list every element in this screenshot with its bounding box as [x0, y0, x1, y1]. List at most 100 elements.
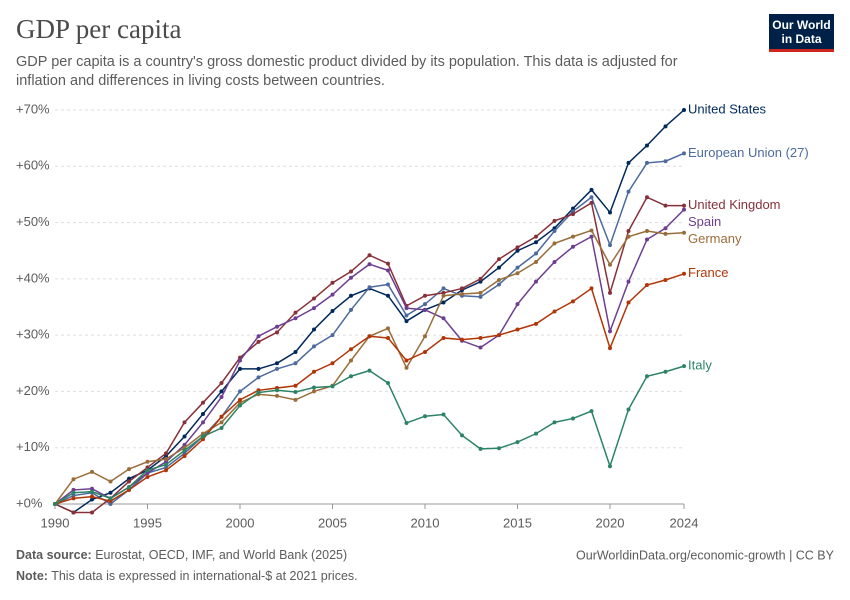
- data-point: [90, 494, 94, 499]
- data-point: [330, 292, 335, 297]
- data-point: [164, 462, 168, 467]
- x-tick-label: 2024: [670, 515, 699, 530]
- data-point: [386, 282, 390, 287]
- data-point: [238, 366, 242, 371]
- data-point: [127, 485, 131, 490]
- data-point: [201, 420, 205, 425]
- data-point: [497, 333, 501, 338]
- data-point: [238, 389, 242, 394]
- data-point: [404, 306, 409, 311]
- data-point: [441, 412, 446, 417]
- y-tick-label: +30%: [16, 327, 50, 342]
- legend-label: Italy: [688, 358, 712, 373]
- data-point: [682, 271, 686, 276]
- logo-box: [769, 14, 834, 52]
- note-label: Note:: [16, 569, 48, 583]
- data-point: [386, 326, 390, 331]
- data-point: [682, 151, 686, 156]
- data-point: [275, 366, 279, 371]
- data-point: [108, 496, 113, 501]
- data-point: [460, 286, 464, 291]
- data-point: [626, 160, 631, 165]
- data-point: [53, 502, 57, 506]
- data-point: [164, 468, 168, 473]
- data-point: [645, 160, 649, 165]
- credit: OurWorldinData.org/economic-growth | CC …: [576, 548, 835, 562]
- data-point: [626, 279, 631, 284]
- data-point: [589, 286, 594, 291]
- data-point: [441, 300, 446, 305]
- data-point: [349, 275, 353, 280]
- data-point: [515, 271, 520, 276]
- series-line: [54, 365, 685, 505]
- data-point: [349, 269, 353, 274]
- data-point: [608, 329, 612, 334]
- data-point: [404, 319, 409, 324]
- data-point: [497, 265, 501, 270]
- data-point: [441, 290, 446, 295]
- data-point: [275, 388, 279, 393]
- y-tick-label: +20%: [16, 383, 50, 398]
- data-point: [108, 479, 113, 484]
- data-point: [164, 454, 168, 459]
- legend-label: European Union (27): [688, 145, 809, 160]
- x-tick-label: 2010: [411, 515, 440, 530]
- data-point: [127, 479, 131, 484]
- data-point: [534, 431, 538, 436]
- data-point: [127, 476, 131, 481]
- data-point: [201, 431, 205, 436]
- data-point: [626, 234, 631, 239]
- data-point: [663, 159, 668, 164]
- data-point: [478, 279, 483, 284]
- data-point: [90, 469, 94, 474]
- data-point: [497, 282, 501, 287]
- data-point: [589, 234, 594, 239]
- data-point: [182, 448, 187, 453]
- x-tick-label: 1990: [41, 515, 70, 530]
- data-point: [663, 277, 668, 282]
- data-point: [571, 416, 575, 421]
- data-point: [182, 442, 187, 447]
- data-point: [645, 195, 649, 200]
- data-point: [682, 230, 686, 235]
- data-point: [608, 464, 612, 469]
- data-point: [645, 229, 649, 234]
- data-point: [682, 207, 686, 212]
- legend-label: United Kingdom: [688, 197, 781, 212]
- x-tick-label: 2005: [318, 515, 347, 530]
- data-point: [626, 229, 631, 234]
- data-point: [497, 446, 501, 451]
- data-point: [386, 335, 390, 340]
- data-point: [293, 397, 298, 402]
- data-point: [478, 276, 483, 281]
- x-tick-label: 2000: [226, 515, 255, 530]
- data-point: [256, 339, 261, 344]
- y-tick-label: +10%: [16, 439, 50, 454]
- chart-title: GDP per capita: [16, 14, 181, 44]
- data-point: [256, 334, 261, 339]
- data-point: [145, 465, 150, 470]
- data-point: [682, 203, 686, 208]
- data-point: [441, 335, 446, 340]
- data-point: [460, 292, 464, 297]
- data-point: [441, 293, 446, 298]
- data-point: [423, 350, 427, 355]
- data-point: [645, 374, 649, 379]
- data-point: [497, 277, 501, 282]
- data-point: [663, 124, 668, 129]
- data-point: [682, 108, 686, 112]
- data-point: [71, 493, 76, 498]
- data-point: [645, 237, 649, 242]
- data-point: [164, 456, 168, 461]
- data-point: [330, 361, 335, 366]
- data-point: [349, 358, 353, 363]
- data-point: [201, 411, 205, 416]
- source-label: Data source:: [16, 548, 92, 562]
- data-point: [293, 310, 298, 315]
- data-point: [441, 286, 446, 291]
- x-tick-label: 2015: [503, 515, 532, 530]
- data-point: [608, 243, 612, 248]
- data-point: [330, 333, 335, 338]
- data-point: [645, 283, 649, 288]
